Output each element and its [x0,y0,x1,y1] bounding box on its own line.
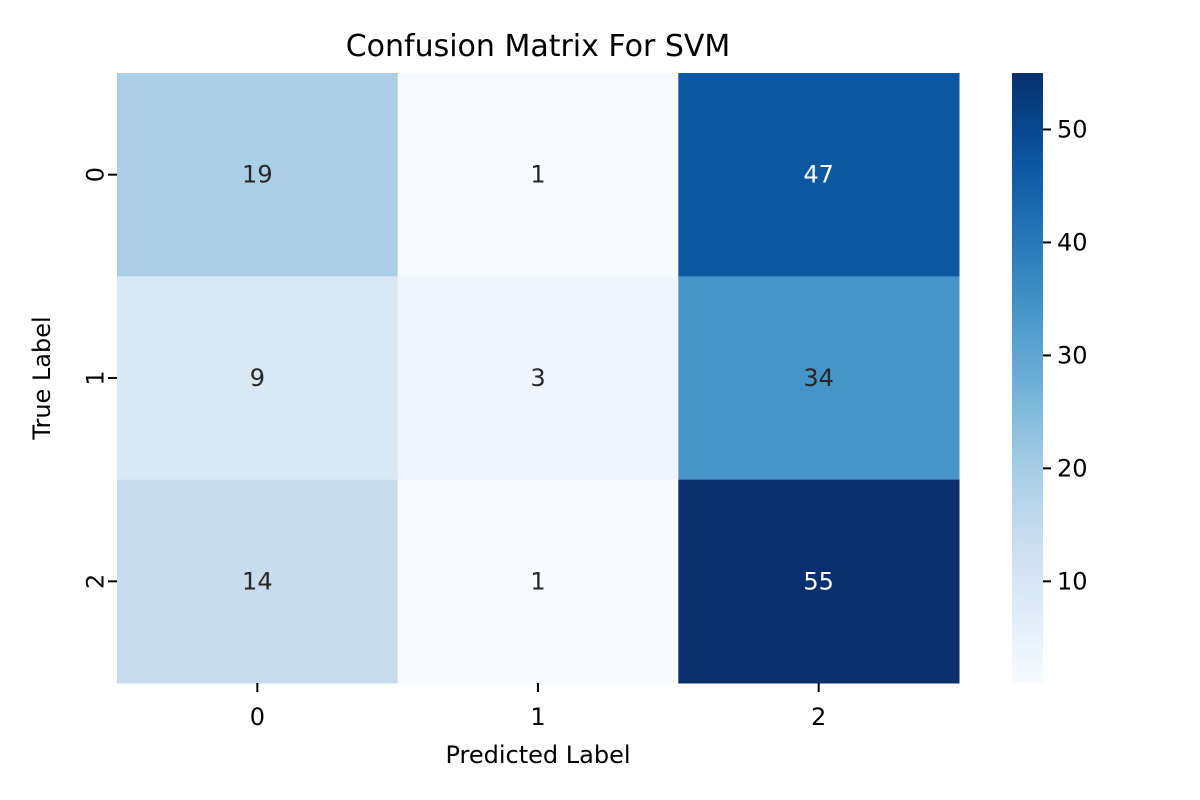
colorbar [1012,73,1043,683]
x-axis-label: Predicted Label [445,741,630,769]
heatmap-cell [397,479,679,684]
x-tick-label: 1 [530,703,545,731]
y-axis-ticks: 0 1 2 [81,167,117,589]
heatmap-cell [678,479,960,684]
cell-value-label: 9 [250,364,265,392]
y-axis-label: True Label [28,316,56,440]
cell-value-label: 19 [242,161,273,189]
cell-value-label: 47 [803,161,834,189]
heatmap-cell [678,276,960,481]
heatmap-cell [117,276,399,481]
colorbar-tick-label: 40 [1057,228,1088,256]
colorbar-ticks: 10 20 30 40 50 [1043,115,1088,595]
x-axis-ticks: 0 1 2 [250,683,826,731]
colorbar-tick-label: 20 [1057,454,1088,482]
cell-value-label: 14 [242,567,273,595]
chart-title: Confusion Matrix For SVM [346,29,731,64]
y-tick-label: 0 [81,167,109,182]
cell-value-label: 1 [530,161,545,189]
colorbar-tick-label: 30 [1057,341,1088,369]
cell-value-label: 55 [803,567,834,595]
heatmap-cell [678,73,960,277]
y-tick-label: 1 [81,370,109,385]
x-tick-label: 0 [250,703,265,731]
heatmap-cell [117,479,399,684]
colorbar-tick-label: 10 [1057,567,1088,595]
heatmap-cell [397,73,679,277]
y-tick-label: 2 [81,574,109,589]
cell-value-label: 3 [530,364,545,392]
x-tick-label: 2 [811,703,826,731]
heatmap-cell [397,276,679,481]
cell-value-label: 1 [530,567,545,595]
cell-value-label: 34 [803,364,834,392]
heatmap-cell [117,73,399,277]
colorbar-tick-label: 50 [1057,115,1088,143]
